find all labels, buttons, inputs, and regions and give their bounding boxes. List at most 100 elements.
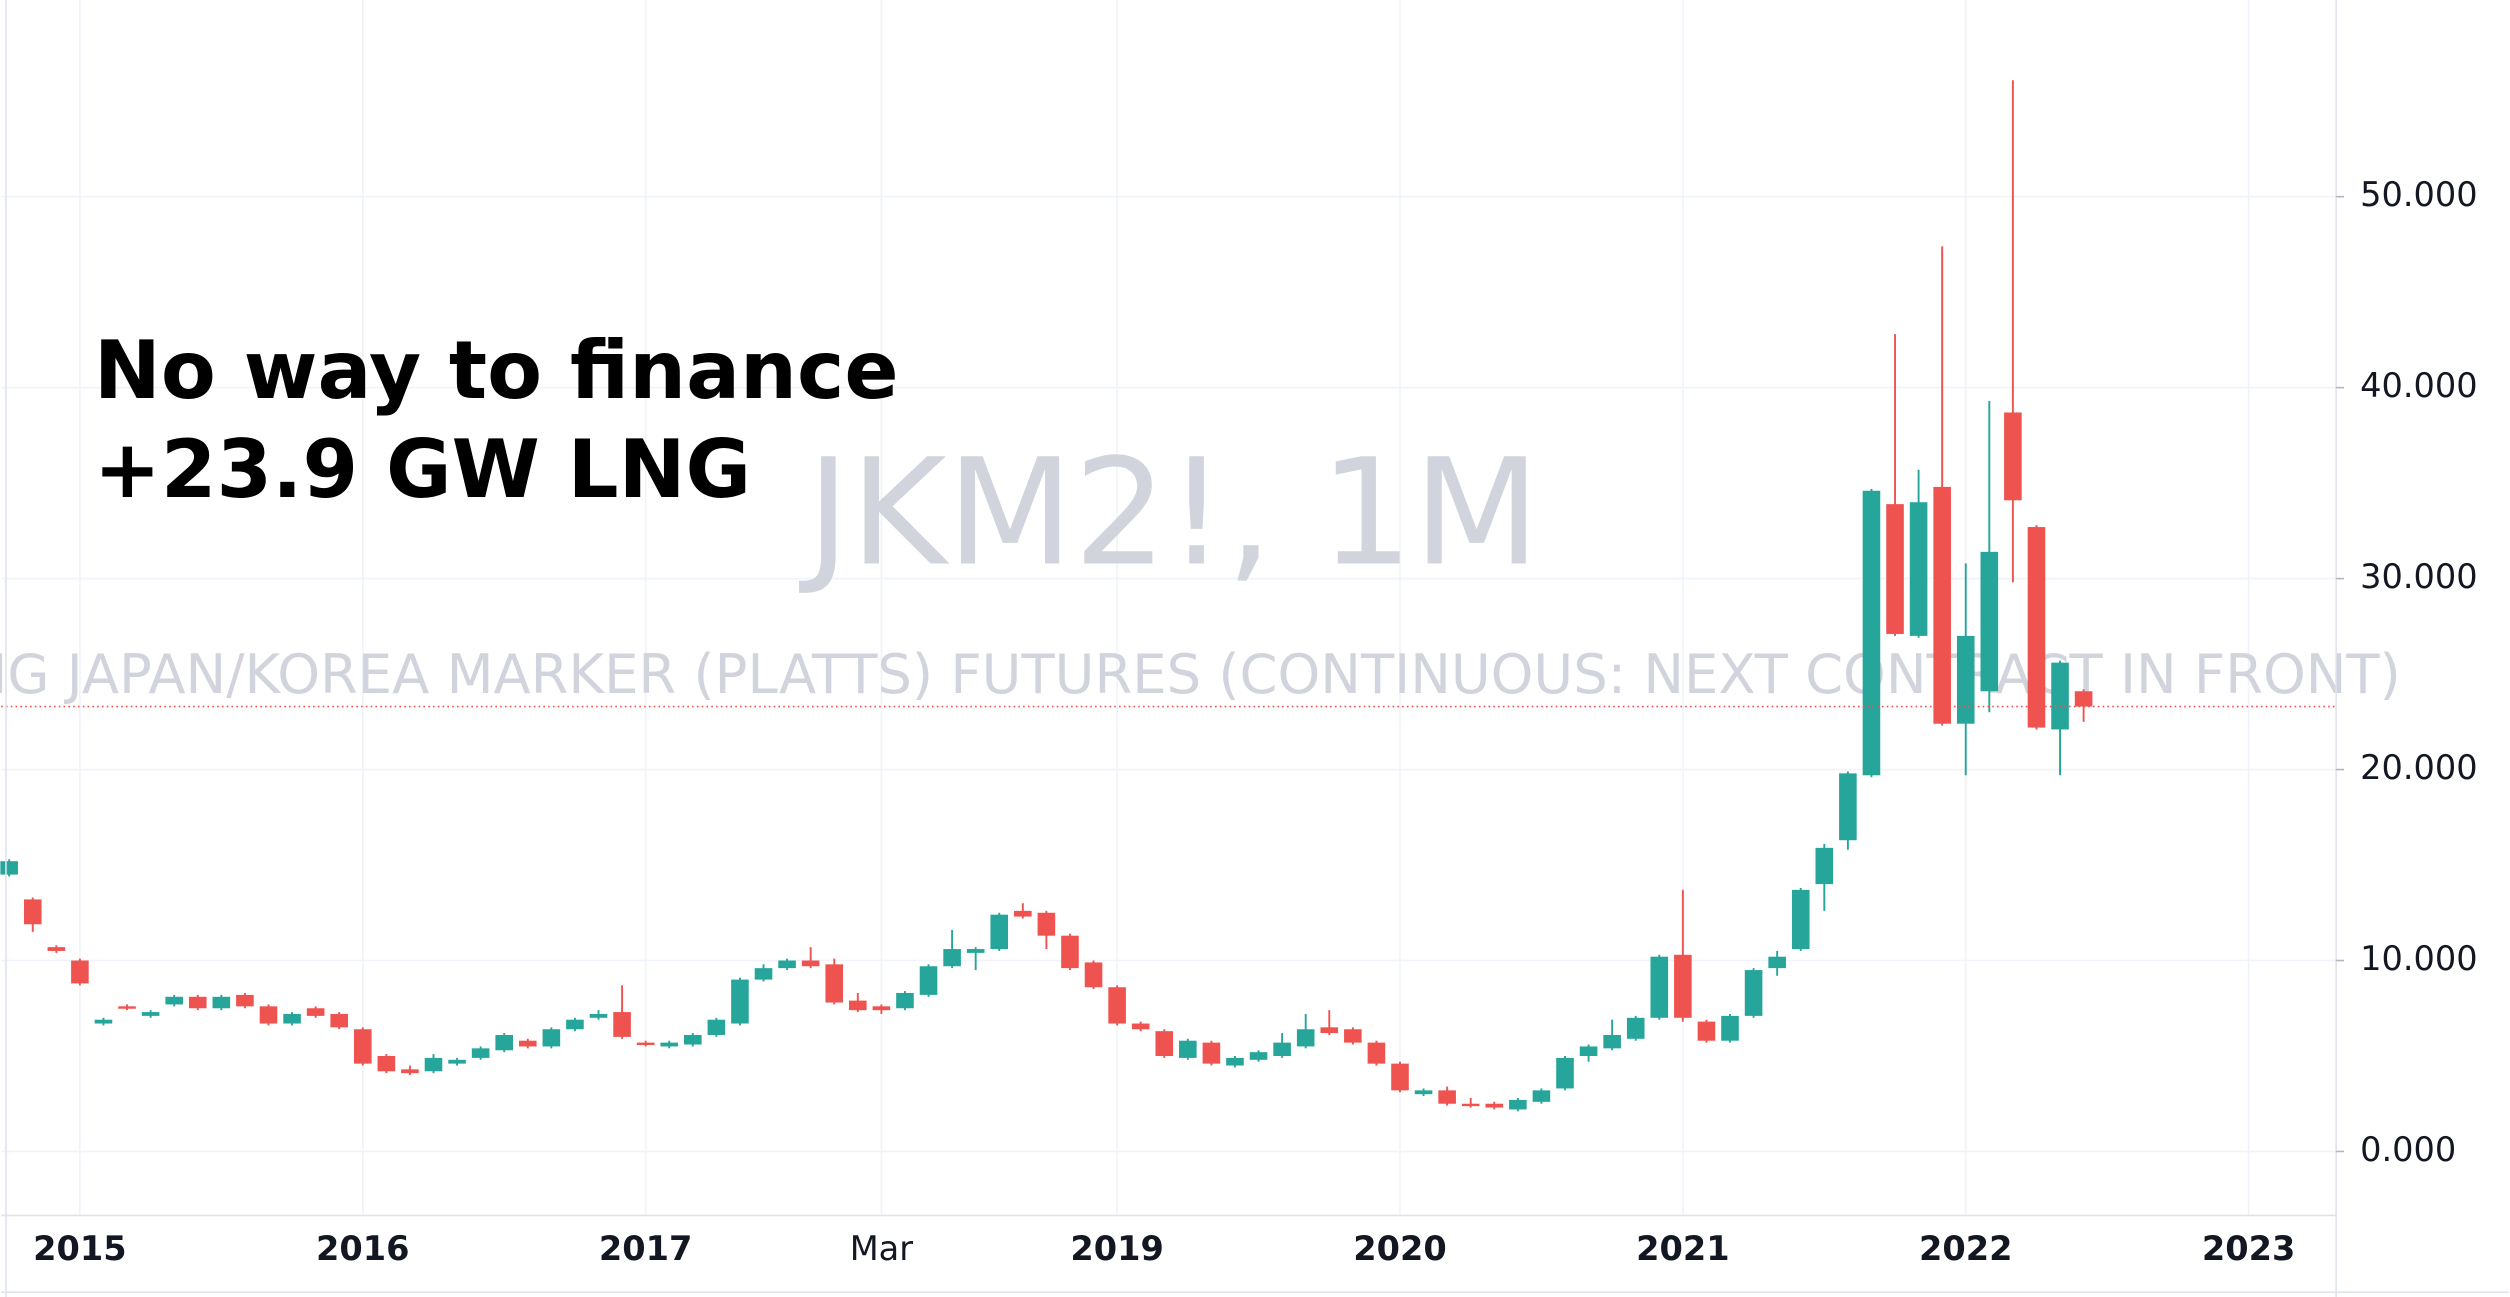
annotation: No way to finance bbox=[94, 324, 899, 417]
candle-body bbox=[966, 949, 985, 953]
candle-body bbox=[1226, 1057, 1244, 1066]
candle-body bbox=[1273, 1042, 1291, 1056]
candle-body bbox=[1414, 1090, 1433, 1095]
y-tick-label: 20.000 bbox=[2360, 748, 2477, 787]
candle-body bbox=[330, 1013, 348, 1028]
candle-body bbox=[1296, 1029, 1315, 1047]
x-tick-label: 2023 bbox=[2202, 1229, 2295, 1268]
candle-body bbox=[2004, 412, 2022, 501]
candle-body bbox=[778, 960, 796, 969]
candle-body bbox=[118, 1006, 136, 1009]
candle-body bbox=[23, 899, 42, 925]
candle-body bbox=[1744, 970, 1763, 1016]
candle-body bbox=[2074, 691, 2093, 707]
candle-body bbox=[212, 996, 231, 1009]
candle-body bbox=[1202, 1042, 1221, 1064]
x-tick-label: 2017 bbox=[599, 1229, 692, 1268]
y-tick-label: 10.000 bbox=[2360, 939, 2477, 978]
candle-body bbox=[872, 1006, 891, 1011]
candle-body bbox=[1791, 889, 1810, 950]
candle-body bbox=[1391, 1063, 1409, 1091]
candle-body bbox=[1626, 1017, 1645, 1039]
candle-body bbox=[283, 1013, 301, 1024]
candle-body bbox=[71, 960, 89, 984]
candle-body bbox=[0, 861, 18, 875]
candle-body bbox=[1485, 1103, 1504, 1108]
candle-body bbox=[377, 1055, 396, 1072]
candle-body bbox=[613, 1012, 631, 1037]
candle-body bbox=[825, 964, 844, 1003]
y-tick-label: 40.000 bbox=[2360, 366, 2477, 405]
candle-body bbox=[1909, 502, 1928, 636]
candle-body bbox=[1933, 486, 1951, 724]
candle-body bbox=[236, 994, 254, 1007]
candle-body bbox=[1556, 1057, 1574, 1089]
candle-body bbox=[495, 1034, 514, 1051]
candle-body bbox=[1674, 954, 1692, 1018]
candle-body bbox=[306, 1008, 325, 1016]
candle-body bbox=[566, 1019, 584, 1030]
candle-body bbox=[1956, 635, 1975, 724]
candle-body bbox=[1721, 1015, 1739, 1041]
candle-body bbox=[1320, 1027, 1339, 1034]
candle-body bbox=[684, 1034, 702, 1045]
candle-body bbox=[1344, 1029, 1362, 1043]
candle-body bbox=[1532, 1090, 1551, 1102]
candle-body bbox=[424, 1057, 443, 1072]
candle-body bbox=[1862, 490, 1881, 776]
y-tick-label: 50.000 bbox=[2360, 175, 2477, 214]
x-tick-label: 2015 bbox=[33, 1229, 126, 1268]
candle-body bbox=[754, 968, 773, 980]
candle-body bbox=[1014, 910, 1032, 917]
candle-body bbox=[1438, 1090, 1456, 1104]
annotation: +23.9 GW LNG bbox=[94, 423, 751, 516]
candles bbox=[0, 80, 2337, 1112]
candle-body bbox=[1249, 1052, 1268, 1060]
candle-body bbox=[47, 947, 66, 951]
candle-body bbox=[353, 1029, 372, 1064]
candle-body bbox=[731, 979, 749, 1024]
candle-body bbox=[1509, 1099, 1527, 1110]
candle-body bbox=[188, 996, 207, 1009]
candle-body bbox=[1886, 504, 1904, 634]
candle-body bbox=[1061, 935, 1079, 969]
candle-body bbox=[1603, 1034, 1621, 1049]
x-tick-label: 2022 bbox=[1919, 1229, 2012, 1268]
candle-body bbox=[1815, 847, 1834, 885]
candle-body bbox=[1108, 987, 1126, 1024]
candle-body bbox=[1084, 962, 1103, 988]
candle-body bbox=[919, 966, 938, 995]
candle-body bbox=[1650, 956, 1669, 1018]
x-tick-label: 2019 bbox=[1070, 1229, 1163, 1268]
candle-body bbox=[660, 1042, 679, 1047]
candle-body bbox=[518, 1040, 537, 1047]
candle-body bbox=[448, 1059, 466, 1064]
candle-body bbox=[990, 914, 1009, 950]
x-tick-label: 2021 bbox=[1636, 1229, 1729, 1268]
candle-body bbox=[471, 1048, 490, 1058]
candle-body bbox=[1839, 773, 1857, 841]
x-tick-label: Mar bbox=[850, 1229, 914, 1268]
candle-body bbox=[94, 1019, 113, 1024]
y-tick-label: 0.000 bbox=[2360, 1130, 2456, 1169]
candle-body bbox=[1131, 1023, 1150, 1030]
x-tick-label: 2020 bbox=[1353, 1229, 1446, 1268]
candle-body bbox=[943, 949, 961, 967]
candle-body bbox=[1768, 956, 1786, 969]
candle-body bbox=[1037, 912, 1056, 936]
y-tick-label: 30.000 bbox=[2360, 557, 2477, 596]
candle-body bbox=[259, 1006, 278, 1024]
candle-body bbox=[636, 1042, 655, 1046]
candle-body bbox=[542, 1029, 561, 1047]
candle-body bbox=[896, 992, 914, 1009]
watermark-title: JKM2!, 1M bbox=[799, 426, 1540, 598]
candle-body bbox=[1697, 1021, 1716, 1041]
candle-body bbox=[1367, 1042, 1386, 1064]
candle-body bbox=[1155, 1031, 1174, 1056]
candle-body bbox=[1461, 1103, 1480, 1107]
candle-body bbox=[1179, 1040, 1197, 1058]
candle-body bbox=[707, 1019, 726, 1035]
candle-body bbox=[801, 960, 820, 967]
